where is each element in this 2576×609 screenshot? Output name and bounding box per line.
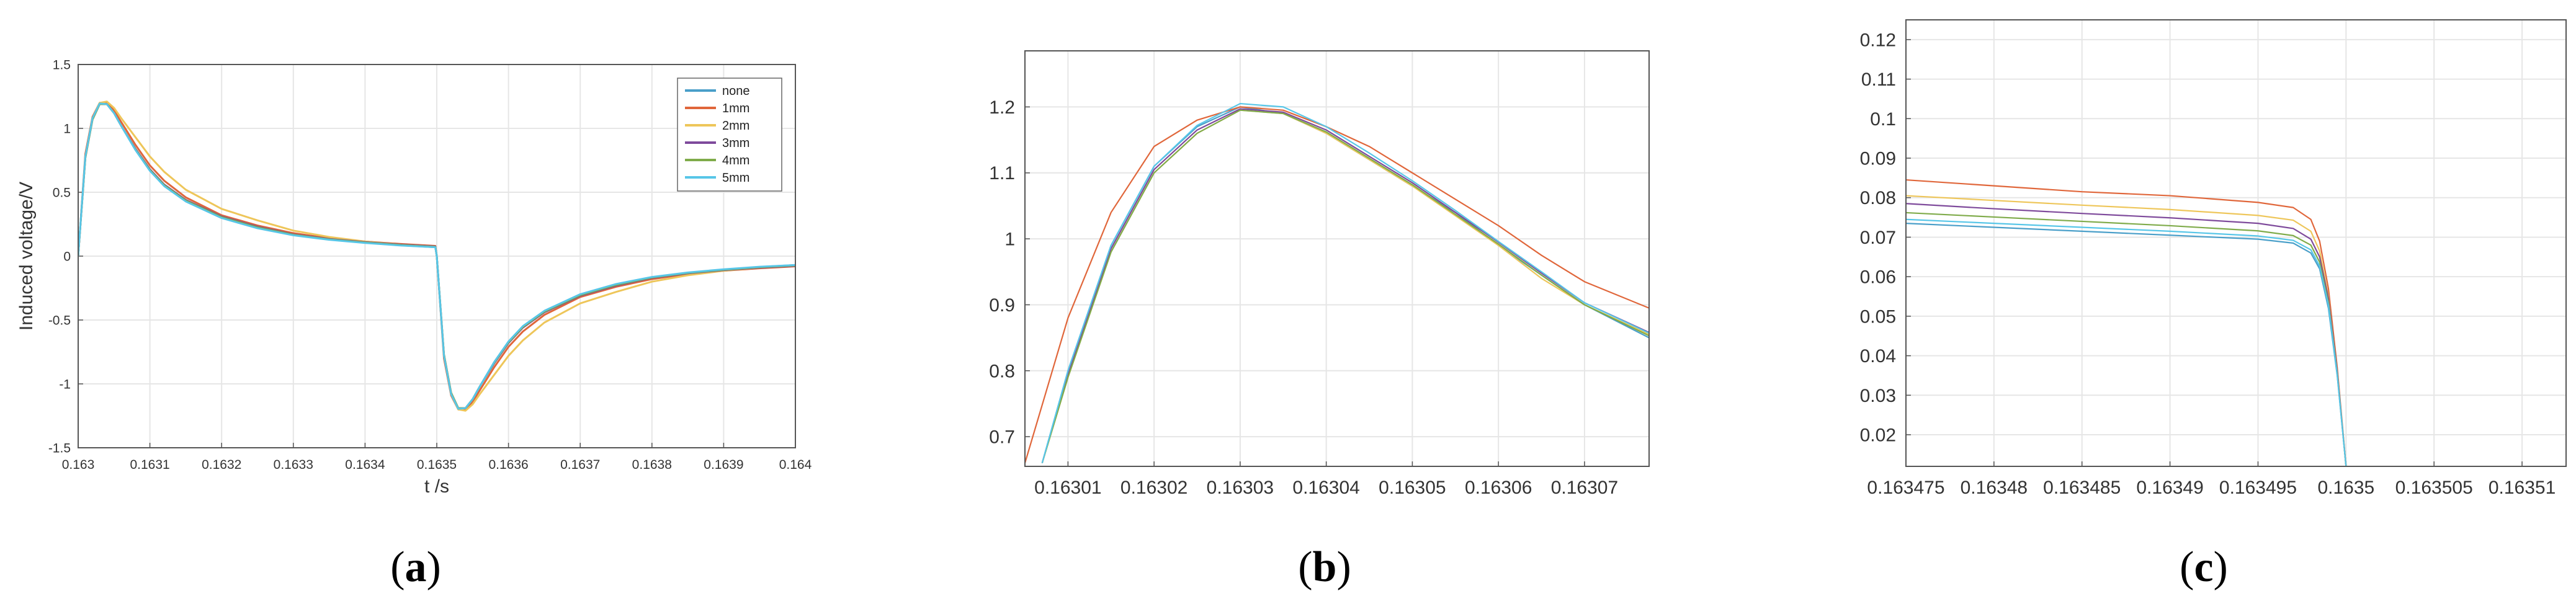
- plot-frame-a: [78, 64, 796, 448]
- x-tick-label: 0.16301: [1034, 478, 1101, 498]
- x-tick-label: 0.16348: [1961, 478, 2028, 498]
- x-tick-label: 0.1633: [274, 458, 313, 472]
- caption-b-letter: b: [1313, 543, 1337, 591]
- caption-c-letter: c: [2194, 543, 2213, 591]
- y-tick-label: 0.08: [1860, 188, 1896, 208]
- legend-label-3mm: 3mm: [722, 136, 749, 150]
- x-tick-label: 0.1632: [202, 458, 241, 472]
- series-line-4mm: [1041, 109, 1649, 463]
- svg-text:(a): (a): [390, 543, 441, 591]
- y-tick-label: 1: [63, 122, 71, 136]
- series-group-c: [1906, 179, 2347, 466]
- caption-a: (a): [390, 543, 441, 591]
- y-tick-label: 0.1: [1870, 109, 1896, 130]
- legend-label-5mm: 5mm: [722, 171, 749, 185]
- y-tick-label: 1.2: [989, 97, 1015, 118]
- x-tick-label: 0.1631: [130, 458, 169, 472]
- y-tick-label: 0.09: [1860, 149, 1896, 169]
- y-tick-label: 0.11: [1861, 69, 1896, 90]
- x-tick-label: 0.16302: [1120, 478, 1187, 498]
- x-tick-label: 0.1638: [632, 458, 672, 472]
- x-tick-label: 0.16303: [1207, 478, 1274, 498]
- legend-label-1mm: 1mm: [722, 102, 749, 115]
- x-tick-label: 0.16305: [1379, 478, 1446, 498]
- x-axis-label: t /s: [424, 476, 449, 497]
- y-tick-label: 0.06: [1860, 267, 1896, 288]
- series-line-3mm: [1041, 108, 1649, 463]
- plot-frame-b: [1024, 50, 1650, 467]
- caption-a-letter: a: [405, 543, 427, 591]
- x-tick-label: 0.1637: [560, 458, 600, 472]
- y-tick-label: 0.7: [989, 427, 1015, 448]
- x-tick-label: 0.164: [779, 458, 812, 472]
- y-tick-label: -1.5: [48, 441, 71, 455]
- y-axis-label: Induced voltage/V: [16, 182, 37, 331]
- x-tick-label: 0.1635: [2317, 478, 2374, 498]
- x-tick-label: 0.1636: [488, 458, 528, 472]
- x-tick-label: 0.163495: [2219, 478, 2297, 498]
- caption-a-close: ): [427, 543, 441, 591]
- legend-label-none: none: [722, 84, 750, 98]
- x-tick-label: 0.16306: [1465, 478, 1532, 498]
- series-line-5mm: [1041, 102, 1649, 463]
- x-tick-label: 0.16304: [1292, 478, 1359, 498]
- caption-c: (c): [2180, 543, 2228, 591]
- caption-b: (b): [1298, 543, 1351, 591]
- y-tick-label: 0.9: [989, 295, 1015, 316]
- legend: none 1mm 2mm 3mm 4mm 5mm: [677, 78, 782, 192]
- x-tick-label: 0.16351: [2489, 478, 2556, 498]
- y-tick-label: 0.5: [53, 185, 71, 200]
- y-tick-label: 1.1: [989, 163, 1015, 184]
- y-tick-label: 0.07: [1860, 228, 1896, 248]
- x-tick-label: 0.163: [62, 458, 95, 472]
- y-tick-label: 1: [1004, 229, 1015, 250]
- series-group-a: [78, 100, 795, 412]
- legend-box: [677, 78, 782, 192]
- y-tick-label: 0.03: [1860, 386, 1896, 406]
- chart-panel-a: 0.163 0.1631 0.1632 0.1633 0.1634 0.1635 0.163…: [16, 58, 812, 497]
- chart-panel-c: 0.163475 0.16348 0.163485 0.16349 0.163495 0.…: [1860, 19, 2567, 498]
- y-tick-label: -0.5: [48, 313, 71, 327]
- svg-text:(b): (b): [1298, 543, 1351, 591]
- series-line-1mm: [1906, 179, 2347, 466]
- y-tick-label: 0.12: [1860, 30, 1896, 50]
- x-tick-label: 0.16307: [1551, 478, 1618, 498]
- y-tick-label: 0.8: [989, 361, 1015, 381]
- caption-b-open: (: [1298, 543, 1312, 591]
- plot-area-c: [1906, 20, 2566, 466]
- chart-panel-b: 0.16301 0.16302 0.16303 0.16304 0.16305 0.163…: [989, 50, 1650, 498]
- x-tick-label: 0.163505: [2395, 478, 2473, 498]
- plot-frame-c: [1905, 19, 2567, 467]
- y-tick-label: 0: [63, 249, 71, 264]
- caption-c-close: ): [2214, 543, 2228, 591]
- legend-label-2mm: 2mm: [722, 119, 749, 133]
- x-tick-label: 0.1639: [704, 458, 743, 472]
- legend-label-4mm: 4mm: [722, 154, 749, 167]
- x-tick-label: 0.1634: [345, 458, 385, 472]
- y-tick-label: -1: [59, 377, 71, 391]
- caption-a-open: (: [390, 543, 405, 591]
- svg-text:(c): (c): [2180, 543, 2228, 591]
- plot-area-b: [1025, 51, 1649, 466]
- x-tick-label: 0.163485: [2043, 478, 2121, 498]
- series-group-b: [1025, 102, 1649, 463]
- x-tick-label: 0.16349: [2136, 478, 2203, 498]
- y-tick-label: 0.05: [1860, 306, 1896, 327]
- y-tick-label: 0.04: [1860, 346, 1896, 367]
- x-tick-label: 0.1635: [417, 458, 457, 472]
- series-line-5mm: [78, 102, 795, 410]
- series-line-5mm: [1906, 218, 2347, 466]
- x-tick-label: 0.163475: [1867, 478, 1944, 498]
- y-tick-label: 1.5: [53, 58, 71, 72]
- y-tick-label: 0.02: [1860, 425, 1896, 446]
- caption-c-open: (: [2180, 543, 2194, 591]
- caption-b-close: ): [1336, 543, 1351, 591]
